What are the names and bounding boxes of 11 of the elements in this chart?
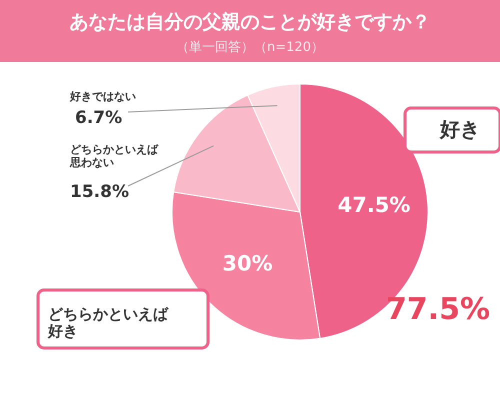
slice-label: どちらかといえば好き bbox=[47, 305, 169, 340]
data-label: 30% bbox=[222, 251, 273, 276]
data-label: 47.5% bbox=[338, 193, 410, 218]
slice-label: 好き bbox=[439, 117, 480, 141]
chart-subtitle: （単一回答）（n=120） bbox=[176, 40, 324, 55]
slice-label: どちらかといえば思わない bbox=[69, 143, 159, 169]
slice-label: 好きではない bbox=[69, 90, 136, 103]
data-label: 6.7% bbox=[75, 108, 122, 128]
text: 77.5% bbox=[386, 292, 490, 327]
chart-title: あなたは自分の父親のことが好きですか？ bbox=[70, 11, 430, 33]
data-label: 15.8% bbox=[70, 182, 129, 202]
